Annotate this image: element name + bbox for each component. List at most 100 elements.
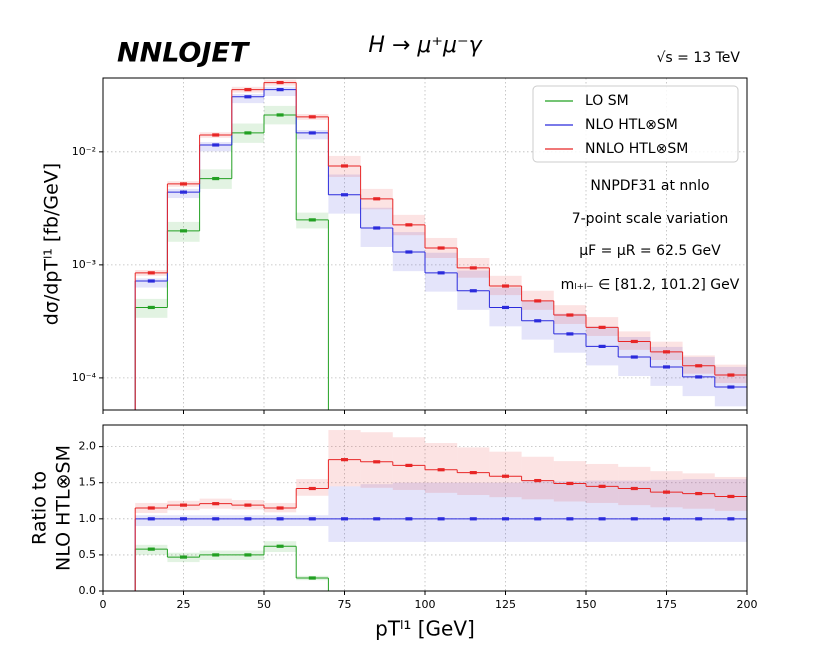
center-marker xyxy=(566,481,574,486)
center-marker xyxy=(727,517,735,521)
x-tick-label: 175 xyxy=(656,598,677,611)
center-marker xyxy=(212,143,220,147)
uncertainty-band xyxy=(650,479,683,542)
uncertainty-band xyxy=(392,437,425,490)
axes-frame xyxy=(102,77,748,411)
center-marker xyxy=(180,517,187,521)
center-marker xyxy=(276,517,284,521)
center-marker xyxy=(308,517,316,521)
x-tick-label: 50 xyxy=(257,598,271,611)
center-marker xyxy=(437,246,445,250)
center-marker xyxy=(147,506,155,510)
center-marker xyxy=(663,517,670,521)
uncertainty-band xyxy=(650,471,683,508)
center-marker xyxy=(437,517,445,521)
logo: NNLOJET xyxy=(117,38,251,69)
center-marker xyxy=(598,484,606,488)
x-tick-label: 200 xyxy=(737,598,758,611)
center-marker xyxy=(727,373,735,377)
annotation: 7-point scale variation xyxy=(572,211,729,227)
uncertainty-band xyxy=(199,142,232,152)
center-marker xyxy=(405,250,413,254)
center-marker xyxy=(663,490,670,494)
legend-label: NNLO HTL⊗SM xyxy=(585,141,688,157)
center-marker xyxy=(534,299,542,303)
center-marker xyxy=(663,365,670,369)
center-marker xyxy=(276,113,284,117)
center-marker xyxy=(244,503,252,507)
center-marker xyxy=(373,517,381,521)
center-marker xyxy=(341,193,348,197)
center-marker xyxy=(502,284,509,288)
center-marker xyxy=(147,279,155,283)
center-marker xyxy=(727,494,735,499)
center-marker xyxy=(147,517,155,521)
y-tick-label: 10⁻² xyxy=(72,145,96,158)
uncertainty-band xyxy=(586,480,619,542)
center-marker xyxy=(180,182,187,186)
legend-label: NLO HTL⊗SM xyxy=(585,117,678,133)
plot-area xyxy=(134,430,747,591)
center-marker xyxy=(180,555,187,559)
center-marker xyxy=(695,517,703,521)
y-tick-label: 2.0 xyxy=(79,440,97,453)
uncertainty-band xyxy=(553,461,586,502)
uncertainty-band xyxy=(489,451,522,498)
uncertainty-band xyxy=(425,443,458,493)
axes-frame xyxy=(102,424,748,592)
center-marker xyxy=(244,553,252,557)
uncertainty-band xyxy=(392,482,425,542)
uncertainty-band xyxy=(264,515,297,527)
uncertainty-band xyxy=(296,130,329,140)
center-marker xyxy=(534,478,542,483)
center-marker xyxy=(502,517,509,521)
uncertainty-band xyxy=(489,482,522,542)
center-marker xyxy=(502,474,509,478)
center-marker xyxy=(212,502,220,506)
center-marker xyxy=(244,131,252,135)
uncertainty-band xyxy=(199,515,232,527)
center-marker xyxy=(630,339,638,344)
x-tick-label: 25 xyxy=(177,598,191,611)
energy-label: √s = 13 TeV xyxy=(657,50,741,66)
center-marker xyxy=(147,271,155,275)
uncertainty-band xyxy=(360,432,393,488)
center-marker xyxy=(727,385,735,389)
center-marker xyxy=(566,517,574,521)
uncertainty-band xyxy=(167,515,200,527)
plot-area xyxy=(134,79,747,410)
center-marker xyxy=(469,471,477,475)
center-marker xyxy=(180,503,187,507)
center-marker xyxy=(180,190,187,194)
y-axis-label: dσ/dpTˡ¹ [fb/GeV] xyxy=(41,163,63,325)
y-tick-label: 1.0 xyxy=(79,512,97,525)
center-marker xyxy=(308,576,316,580)
center-marker xyxy=(566,313,574,317)
chart-title: H → μ⁺μ⁻γ xyxy=(368,33,482,58)
uncertainty-band xyxy=(264,86,297,96)
uncertainty-band xyxy=(714,479,747,542)
center-marker xyxy=(598,344,606,348)
uncertainty-band xyxy=(714,476,747,511)
center-marker xyxy=(276,80,284,85)
legend-box xyxy=(532,85,739,163)
center-marker xyxy=(276,88,284,92)
center-marker xyxy=(630,486,638,491)
y-tick-label: 10⁻³ xyxy=(72,258,96,271)
x-tick-label: 75 xyxy=(338,598,352,611)
x-tick-label: 100 xyxy=(415,598,436,611)
center-marker xyxy=(276,506,284,510)
center-marker xyxy=(308,486,316,491)
center-marker xyxy=(341,164,348,168)
y-tick-label: 0.0 xyxy=(79,584,97,597)
center-marker xyxy=(244,517,252,521)
annotation: mₗ₊ₗ₋ ∈ [81.2, 101.2] GeV xyxy=(561,277,740,293)
center-marker xyxy=(147,547,155,551)
center-marker xyxy=(502,305,509,310)
center-marker xyxy=(308,115,316,119)
center-marker xyxy=(373,460,381,464)
x-tick-label: 0 xyxy=(100,598,107,611)
center-marker xyxy=(212,176,220,181)
center-marker xyxy=(630,355,638,359)
uncertainty-band xyxy=(618,466,651,506)
